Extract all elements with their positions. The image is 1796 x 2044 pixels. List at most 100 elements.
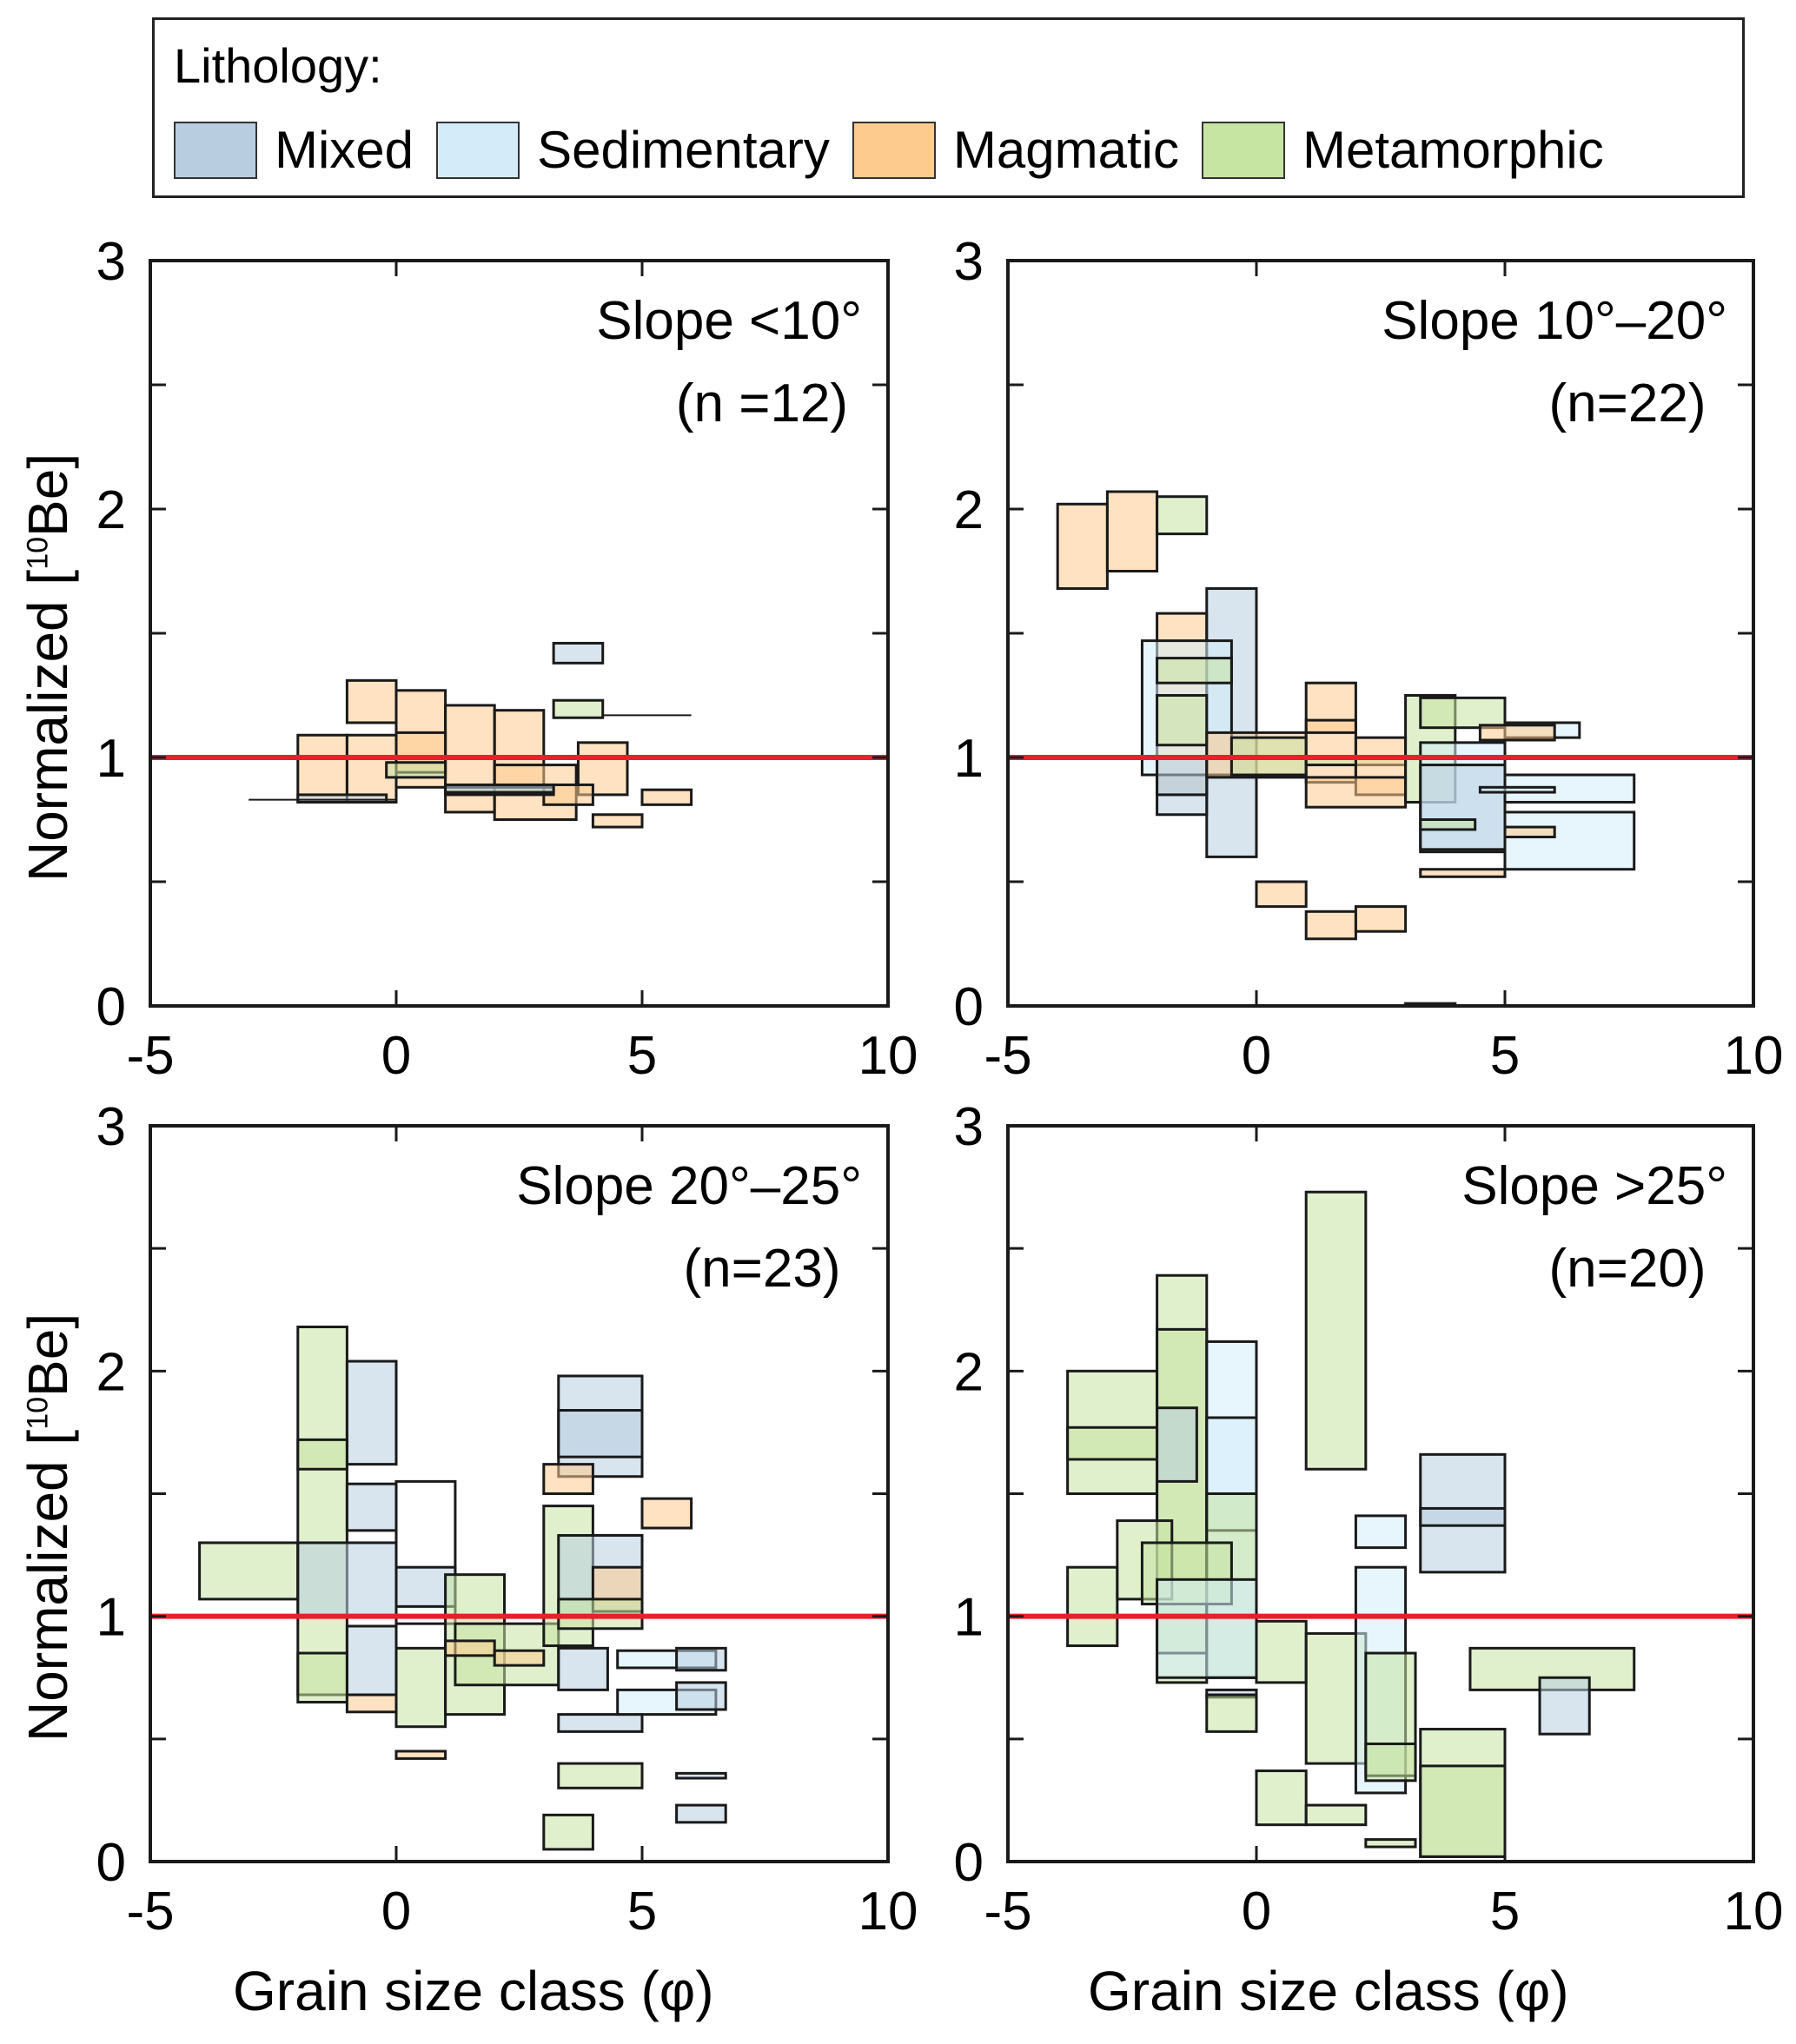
data-rect-mixed bbox=[675, 1803, 727, 1824]
panel-title: Slope >25° bbox=[1461, 1156, 1727, 1216]
data-rect-met bbox=[1419, 1764, 1507, 1858]
y-tick-label: 3 bbox=[954, 232, 984, 292]
data-rect-mag bbox=[1304, 776, 1408, 809]
panel-sample-count: (n =12) bbox=[676, 374, 848, 433]
data-rect-mixed bbox=[345, 1359, 398, 1466]
y-tick-label: 3 bbox=[954, 1097, 984, 1157]
data-rect-met bbox=[1156, 657, 1233, 685]
legend-label: Metamorphic bbox=[1302, 121, 1604, 179]
data-rect-mag bbox=[1503, 825, 1556, 839]
legend-item-metamorphic: Metamorphic bbox=[1201, 120, 1604, 180]
data-rect-met bbox=[1304, 1803, 1368, 1827]
x-tick-label: 0 bbox=[381, 1882, 411, 1941]
y-label-sup: 10 bbox=[21, 1396, 55, 1430]
legend-item-magmatic: Magmatic bbox=[852, 120, 1179, 180]
x-tick-label: -5 bbox=[126, 1882, 174, 1941]
data-rect-mag bbox=[493, 1649, 546, 1667]
x-tick-label: 10 bbox=[858, 1882, 918, 1941]
x-axis-label-left: Grain size class (φ) bbox=[233, 1960, 714, 2022]
plot-frame bbox=[149, 259, 890, 1008]
y-tick-label: 1 bbox=[954, 1588, 984, 1648]
data-rect-mag bbox=[1056, 502, 1109, 591]
data-rect-mag bbox=[444, 1639, 496, 1657]
y-tick-label: 0 bbox=[954, 977, 984, 1037]
plot-frame bbox=[1006, 259, 1755, 1008]
y-tick-label: 3 bbox=[96, 232, 126, 292]
y-tick-label: 1 bbox=[954, 729, 984, 789]
y-tick-label: 2 bbox=[96, 480, 126, 540]
y-label-text: Normalized [ bbox=[17, 1429, 79, 1742]
data-rect-mag bbox=[1478, 724, 1556, 742]
data-rect-mixed bbox=[557, 1646, 609, 1691]
data-rect-sed bbox=[1478, 785, 1556, 794]
legend-label: Sedimentary bbox=[537, 121, 830, 179]
data-rect-met bbox=[296, 1326, 348, 1697]
x-axis-label-right: Grain size class (φ) bbox=[1088, 1960, 1569, 2022]
data-rect-mag bbox=[296, 733, 348, 804]
data-rect-mixed bbox=[1156, 1406, 1198, 1483]
data-rect-mixed bbox=[552, 641, 605, 665]
y-tick-label: 0 bbox=[96, 977, 126, 1037]
data-rect-sed bbox=[1354, 1514, 1408, 1550]
y-tick-label: 3 bbox=[96, 1097, 126, 1157]
legend-swatch-metamorphic bbox=[1201, 121, 1285, 179]
x-tick-label: 5 bbox=[627, 1882, 657, 1941]
data-rect-met bbox=[1156, 495, 1209, 536]
legend-item-sedimentary: Sedimentary bbox=[436, 120, 830, 180]
y-label-end: Be] bbox=[17, 1313, 79, 1397]
data-rect-mixed bbox=[444, 783, 555, 794]
x-tick-label: 5 bbox=[1490, 1026, 1520, 1086]
legend-items: Mixed Sedimentary Magmatic Metamorphic bbox=[174, 120, 1627, 180]
y-label-end: Be] bbox=[17, 453, 79, 537]
y-label-sup: 10 bbox=[21, 536, 55, 570]
legend-label: Mixed bbox=[275, 121, 414, 179]
data-rect-met bbox=[552, 698, 605, 719]
data-rect-met bbox=[1066, 1565, 1119, 1648]
data-rect-mixed bbox=[296, 1541, 398, 1618]
data-rect-mixed bbox=[557, 1409, 644, 1459]
data-rect-met bbox=[1304, 1190, 1368, 1471]
x-tick-label: 10 bbox=[1724, 1026, 1784, 1086]
data-rect-met bbox=[557, 1762, 644, 1789]
data-rect-mag bbox=[1354, 905, 1408, 933]
x-tick-label: 0 bbox=[1242, 1026, 1271, 1086]
data-rect-met bbox=[1255, 1619, 1308, 1684]
x-tick-label: 5 bbox=[1490, 1882, 1520, 1941]
data-rect-met bbox=[296, 1651, 348, 1703]
plot-frame bbox=[149, 1124, 890, 1863]
data-rect-mixed bbox=[1156, 756, 1209, 797]
y-tick-label: 2 bbox=[954, 1342, 984, 1402]
legend-title: Lithology: bbox=[174, 38, 382, 93]
y-label-text: Normalized [ bbox=[17, 569, 79, 882]
y-tick-label: 0 bbox=[954, 1833, 984, 1893]
x-tick-label: 0 bbox=[1242, 1882, 1271, 1941]
panel-title: Slope <10° bbox=[596, 291, 862, 351]
data-rect-met bbox=[1364, 1838, 1417, 1849]
data-rect-met bbox=[542, 1813, 594, 1851]
panel-sample-count: (n=20) bbox=[1549, 1239, 1707, 1299]
data-rect-met bbox=[1419, 696, 1507, 730]
data-rect-mixed bbox=[675, 1681, 727, 1711]
y-tick-label: 2 bbox=[954, 480, 984, 540]
data-rect-mixed bbox=[557, 1713, 644, 1733]
data-rect-met bbox=[394, 1646, 447, 1729]
data-rect-mixed bbox=[1419, 764, 1507, 851]
data-rect-mag bbox=[1304, 718, 1357, 734]
data-rect-sed bbox=[1156, 1578, 1258, 1679]
legend: Lithology: Mixed Sedimentary Magmatic Me… bbox=[152, 17, 1745, 198]
data-rect-mag bbox=[1419, 868, 1507, 878]
data-rect-met bbox=[1156, 694, 1209, 747]
data-rect-met bbox=[1419, 818, 1477, 831]
x-tick-label: 10 bbox=[858, 1026, 918, 1086]
panel-sample-count: (n=23) bbox=[684, 1239, 841, 1299]
x-tick-label: 0 bbox=[381, 1026, 411, 1086]
data-rect-met bbox=[296, 1438, 348, 1471]
data-rect-mag bbox=[1304, 910, 1357, 941]
data-rect-met bbox=[1255, 1769, 1308, 1827]
x-tick-label: -5 bbox=[126, 1026, 174, 1086]
data-rect-mixed bbox=[675, 1646, 727, 1672]
legend-swatch-sedimentary bbox=[436, 121, 520, 179]
data-rect-sed bbox=[1503, 810, 1636, 871]
